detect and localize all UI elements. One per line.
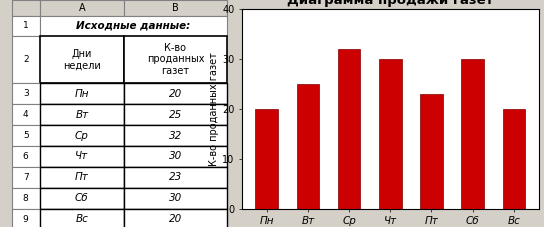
Bar bbox=[40, 104, 124, 125]
Text: 30: 30 bbox=[169, 193, 182, 203]
Text: 7: 7 bbox=[23, 173, 29, 182]
Bar bbox=[503, 109, 525, 209]
Text: 4: 4 bbox=[23, 110, 28, 119]
Text: 9: 9 bbox=[23, 215, 29, 224]
Bar bbox=[124, 209, 227, 227]
Bar bbox=[12, 36, 40, 83]
Bar bbox=[40, 125, 124, 146]
Text: 30: 30 bbox=[169, 151, 182, 161]
Bar bbox=[124, 104, 227, 125]
Text: Чт: Чт bbox=[75, 151, 89, 161]
Text: 3: 3 bbox=[23, 89, 29, 98]
Text: Вс: Вс bbox=[76, 214, 88, 224]
Bar bbox=[124, 0, 227, 16]
Text: Дни
недели: Дни недели bbox=[63, 49, 101, 70]
Text: К-во
проданных
газет: К-во проданных газет bbox=[147, 43, 204, 76]
Bar bbox=[124, 125, 227, 146]
Text: Вт: Вт bbox=[75, 110, 89, 120]
Text: A: A bbox=[78, 3, 85, 13]
Text: 1: 1 bbox=[23, 22, 29, 30]
Text: Пт: Пт bbox=[75, 172, 89, 182]
Bar bbox=[40, 0, 124, 16]
Text: Ср: Ср bbox=[75, 131, 89, 141]
Text: 25: 25 bbox=[169, 110, 182, 120]
Bar bbox=[256, 109, 278, 209]
Bar bbox=[40, 188, 124, 209]
Bar bbox=[12, 146, 40, 167]
Bar bbox=[12, 125, 40, 146]
Y-axis label: К-во проданных газет: К-во проданных газет bbox=[209, 52, 219, 166]
Bar bbox=[40, 36, 124, 83]
Bar bbox=[379, 59, 401, 209]
Text: 2: 2 bbox=[23, 55, 28, 64]
Bar bbox=[124, 188, 227, 209]
Bar bbox=[12, 0, 40, 16]
Text: 23: 23 bbox=[169, 172, 182, 182]
Bar bbox=[124, 167, 227, 188]
Bar bbox=[12, 16, 40, 36]
Text: B: B bbox=[172, 3, 179, 13]
Text: Сб: Сб bbox=[75, 193, 89, 203]
Bar bbox=[12, 83, 40, 104]
Bar bbox=[12, 188, 40, 209]
Bar bbox=[420, 94, 443, 209]
Bar bbox=[124, 36, 227, 83]
Bar bbox=[124, 146, 227, 167]
Text: Исходные данные:: Исходные данные: bbox=[76, 21, 190, 31]
Text: 5: 5 bbox=[23, 131, 29, 140]
Bar bbox=[12, 167, 40, 188]
Text: 32: 32 bbox=[169, 131, 182, 141]
Text: 20: 20 bbox=[169, 214, 182, 224]
Title: Диаграмма продажи газет: Диаграмма продажи газет bbox=[287, 0, 493, 7]
Bar bbox=[40, 167, 124, 188]
Bar bbox=[296, 84, 319, 209]
Bar bbox=[12, 209, 40, 227]
Text: 20: 20 bbox=[169, 89, 182, 99]
Bar bbox=[124, 83, 227, 104]
Bar bbox=[40, 209, 124, 227]
Bar bbox=[461, 59, 484, 209]
Text: 8: 8 bbox=[23, 194, 29, 203]
Bar bbox=[12, 104, 40, 125]
Bar bbox=[40, 16, 227, 36]
Bar bbox=[338, 49, 361, 209]
Text: Пн: Пн bbox=[75, 89, 89, 99]
Text: 6: 6 bbox=[23, 152, 29, 161]
Bar bbox=[40, 83, 124, 104]
Bar bbox=[40, 146, 124, 167]
